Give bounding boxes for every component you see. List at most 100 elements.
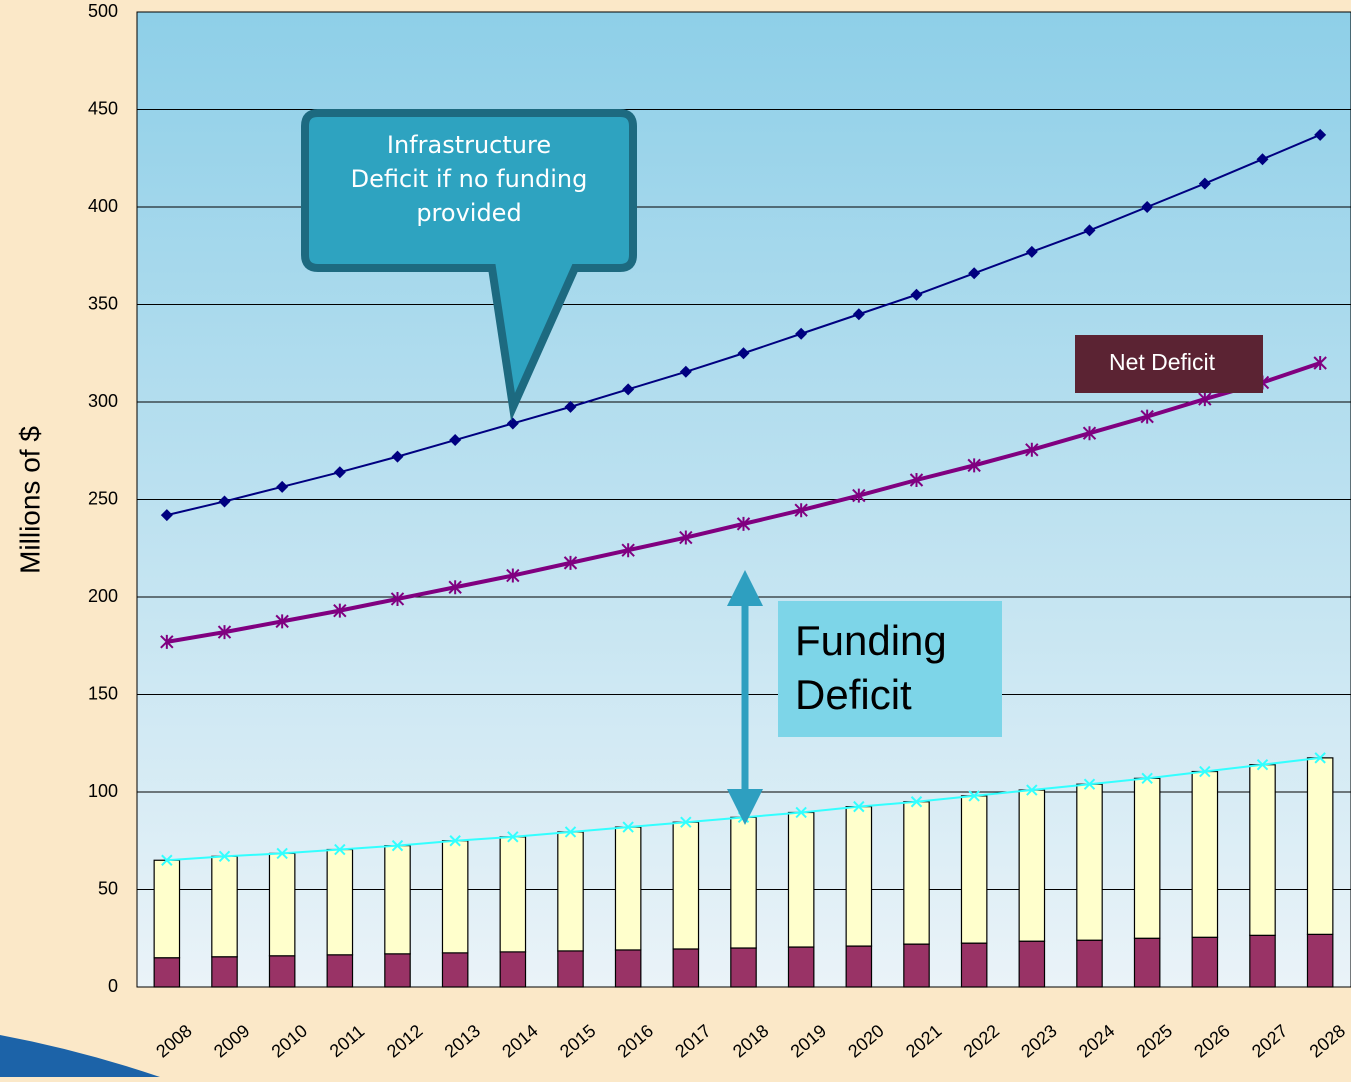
bar-segment	[1191, 770, 1219, 938]
marker	[679, 365, 692, 378]
marker	[1025, 245, 1038, 258]
marker	[564, 400, 577, 413]
marker	[679, 530, 693, 545]
y-tick-label: 350	[88, 293, 118, 313]
decor-swoosh	[0, 1035, 160, 1077]
marker	[910, 796, 923, 808]
marker	[622, 821, 634, 833]
bar-segment	[268, 852, 296, 957]
marker	[852, 308, 865, 321]
x-tick-label: 2025	[1133, 1021, 1177, 1062]
y-tick-label: 100	[88, 781, 118, 801]
bar-segment	[499, 836, 527, 953]
callout-text: Infrastructure Deficit if no funding pro…	[350, 131, 588, 227]
bar-segment	[1018, 789, 1046, 942]
x-tick-label: 2017	[671, 1021, 715, 1062]
marker	[563, 555, 578, 570]
marker	[506, 417, 519, 430]
callout-box: Infrastructure Deficit if no funding pro…	[350, 131, 588, 227]
marker	[680, 816, 692, 828]
marker	[736, 516, 751, 531]
marker	[218, 495, 231, 508]
x-tick-label: 2011	[326, 1021, 369, 1061]
funding-deficit-label: Funding Deficit	[795, 617, 947, 718]
marker	[275, 614, 289, 629]
bar-segment	[384, 845, 411, 955]
bar-segment	[730, 947, 757, 988]
x-tick-label: 2013	[441, 1021, 485, 1062]
marker	[1198, 177, 1211, 190]
bar-segment	[1306, 757, 1334, 935]
bar-segment	[153, 957, 181, 988]
marker	[333, 466, 346, 479]
x-tick-label: 2010	[268, 1021, 312, 1062]
bar-segment	[1249, 934, 1276, 988]
marker	[564, 826, 577, 838]
bar-segment	[211, 855, 238, 958]
y-tick-label: 500	[88, 1, 118, 21]
bar-segment	[1306, 933, 1334, 988]
x-tick-label: 2008	[152, 1021, 196, 1062]
x-tick-label: 2019	[787, 1021, 831, 1062]
marker	[333, 603, 347, 618]
x-tick-label: 2018	[729, 1021, 773, 1062]
bar-segment	[1133, 777, 1161, 939]
bar-segment	[845, 945, 873, 988]
marker	[737, 347, 750, 360]
bar-segment	[268, 955, 296, 988]
marker	[853, 800, 865, 813]
marker	[1199, 765, 1211, 778]
double-arrow	[727, 570, 763, 825]
marker	[1256, 758, 1269, 771]
marker	[910, 288, 923, 301]
marker	[968, 267, 981, 280]
bar-segment	[441, 840, 469, 954]
marker	[160, 634, 174, 649]
marker	[448, 580, 462, 595]
marker	[1314, 128, 1327, 141]
x-tick-label: 2023	[1017, 1021, 1061, 1062]
marker	[795, 327, 808, 340]
x-tick-label: 2021	[902, 1021, 946, 1062]
marker	[507, 831, 519, 843]
y-tick-label: 400	[88, 196, 118, 216]
funding-deficit-fo: Funding Deficit	[795, 617, 947, 718]
marker	[1198, 392, 1212, 407]
bar-segment	[384, 953, 411, 988]
x-tick-label: 2026	[1190, 1021, 1234, 1062]
bar-segment	[672, 821, 700, 950]
marker	[390, 591, 405, 606]
x-tick-label: 2022	[960, 1021, 1004, 1062]
marker	[852, 488, 866, 503]
bar-segment	[499, 951, 527, 988]
marker	[334, 843, 346, 856]
marker	[968, 790, 980, 802]
marker	[1025, 442, 1039, 457]
marker	[1141, 772, 1153, 785]
bar-segment	[614, 949, 642, 988]
marker	[391, 450, 404, 463]
bar-segment	[153, 859, 181, 959]
marker	[1083, 778, 1096, 790]
marker	[160, 509, 173, 522]
marker	[967, 458, 981, 473]
marker	[794, 503, 808, 518]
bar-segment	[1076, 783, 1103, 941]
bar-segment	[441, 952, 469, 988]
x-tick-label: 2020	[844, 1021, 888, 1062]
x-tick-label: 2027	[1248, 1021, 1292, 1062]
marker	[1256, 153, 1269, 166]
bar-segment	[1076, 939, 1103, 988]
bar-segment	[557, 950, 584, 988]
funding-deficit-box	[778, 601, 1002, 737]
y-tick-label: 50	[98, 878, 118, 898]
callout-shape	[301, 109, 637, 422]
x-tick-label: 2012	[383, 1021, 427, 1062]
marker	[621, 543, 635, 558]
marker	[795, 806, 807, 819]
y-tick-label: 300	[88, 391, 118, 411]
y-tick-label: 250	[88, 488, 118, 508]
marker	[449, 835, 461, 847]
